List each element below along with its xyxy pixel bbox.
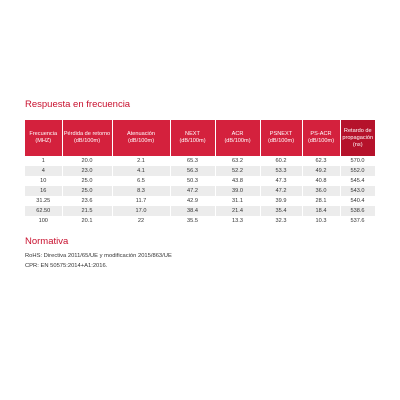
normativa-line: CPR: EN 50575:2014+A1:2016. — [25, 263, 108, 269]
header-text: (dB/100m) — [224, 138, 251, 144]
table-cell: 31.1 — [215, 196, 261, 206]
table-cell: 570.0 — [340, 156, 376, 166]
header-text: (dB/100m) — [73, 138, 101, 144]
table-body: 1 20.0 2.1 65.3 63.2 60.2 62.3 570.0 4 23.0 4.1 56.… — [25, 156, 376, 226]
table-cell: 538.6 — [340, 206, 376, 216]
header-text: (dB/100m) — [307, 138, 335, 144]
table-cell: 2.1 — [112, 156, 171, 166]
table-cell: 40.8 — [302, 176, 341, 186]
table-cell: 13.3 — [215, 216, 261, 226]
header-cell: NEXT (dB/100m) — [170, 120, 216, 156]
table-cell: 21.4 — [215, 206, 261, 216]
table-cell: 28.1 — [302, 196, 341, 206]
table-row: 31.25 23.6 11.7 42.9 31.1 39.9 28.1 540.4 — [25, 196, 376, 206]
header-cell: PSNEXT (dB/100m) — [260, 120, 303, 156]
header-cell: ACR (dB/100m) — [215, 120, 261, 156]
table-cell: 32.3 — [260, 216, 303, 226]
table-cell: 21.5 — [62, 206, 113, 216]
table-cell: 545.4 — [340, 176, 376, 186]
table-cell: 47.2 — [260, 186, 303, 196]
header-text: Retardo de — [343, 127, 372, 134]
table-cell: 38.4 — [170, 206, 216, 216]
header-text: Atenuación — [127, 131, 155, 137]
table-cell: 23.0 — [62, 166, 113, 176]
table-cell: 20.0 — [62, 156, 113, 166]
table-cell: 62.3 — [302, 156, 341, 166]
table-row: 4 23.0 4.1 56.3 52.2 53.3 49.2 552.0 — [25, 166, 376, 176]
header-text: (MHZ) — [35, 138, 52, 144]
table-cell: 537.6 — [340, 216, 376, 226]
section-title: Respuesta en frecuencia — [25, 99, 131, 110]
header-text: (dB/100m) — [267, 138, 295, 144]
table-cell: 10.3 — [302, 216, 341, 226]
header-cell: Pérdida de retorno (dB/100m) — [62, 120, 113, 156]
table-cell: 42.9 — [170, 196, 216, 206]
table-cell: 52.2 — [215, 166, 261, 176]
table-cell: 4.1 — [112, 166, 171, 176]
header-text: ACR — [231, 131, 244, 137]
table-cell: 11.7 — [112, 196, 171, 206]
header-cell: PS-ACR (dB/100m) — [302, 120, 341, 156]
table-row: 62.50 21.5 17.0 38.4 21.4 35.4 18.4 538.6 — [25, 206, 376, 216]
table-cell: 39.9 — [260, 196, 303, 206]
table-cell: 22 — [112, 216, 171, 226]
table-cell: 23.6 — [62, 196, 113, 206]
header-row: Frecuencia (MHZ) Pérdida de retorno (dB/100… — [25, 120, 375, 156]
table-cell: 65.3 — [170, 156, 216, 166]
table-cell: 18.4 — [302, 206, 341, 216]
table-cell: 552.0 — [340, 166, 376, 176]
table-row: 10 25.0 6.5 50.3 43.8 47.3 40.8 545.4 — [25, 176, 376, 186]
header-text: NEXT — [185, 131, 200, 137]
table-cell: 36.0 — [302, 186, 341, 196]
table-cell: 60.2 — [260, 156, 303, 166]
table-cell: 35.4 — [260, 206, 303, 216]
normativa-line: RoHS: Directiva 2011/65/UE y modificació… — [25, 253, 172, 259]
table-cell: 540.4 — [340, 196, 376, 206]
normativa-title: Normativa — [25, 236, 69, 247]
table-row: 100 20.1 22 35.5 13.3 32.3 10.3 537.6 — [25, 216, 376, 226]
table-cell: 31.25 — [25, 196, 63, 206]
table-cell: 20.1 — [62, 216, 113, 226]
table-cell: 543.0 — [340, 186, 376, 196]
table-cell: 43.8 — [215, 176, 261, 186]
header-text: PS-ACR — [310, 131, 332, 137]
table-cell: 35.5 — [170, 216, 216, 226]
table-cell: 4 — [25, 166, 63, 176]
header-text: PSNEXT — [269, 131, 293, 137]
header-text: (ns) — [352, 141, 363, 148]
table-cell: 47.3 — [260, 176, 303, 186]
table-row: 16 25.0 8.3 47.2 39.0 47.2 36.0 543.0 — [25, 186, 376, 196]
table-cell: 62.50 — [25, 206, 63, 216]
table-cell: 25.0 — [62, 186, 113, 196]
table-cell: 63.2 — [215, 156, 261, 166]
table-cell: 100 — [25, 216, 63, 226]
table-cell: 49.2 — [302, 166, 341, 176]
header-text: (dB/100m) — [179, 138, 206, 144]
table-cell: 17.0 — [112, 206, 171, 216]
table-cell: 8.3 — [112, 186, 171, 196]
header-text: propagación — [342, 134, 374, 141]
header-text: (dB/100m) — [127, 138, 155, 144]
header-cell: Atenuación (dB/100m) — [112, 120, 171, 156]
table-row: 1 20.0 2.1 65.3 63.2 60.2 62.3 570.0 — [25, 156, 376, 166]
header-cell: Retardo de propagación (ns) — [340, 120, 375, 156]
table-cell: 6.5 — [112, 176, 171, 186]
table-cell: 1 — [25, 156, 63, 166]
table-cell: 47.2 — [170, 186, 216, 196]
table-cell: 50.3 — [170, 176, 216, 186]
frequency-table: Frecuencia (MHZ) Pérdida de retorno (dB/100… — [25, 120, 376, 226]
table-cell: 25.0 — [62, 176, 113, 186]
header-text: Pérdida de retorno — [63, 131, 111, 137]
table-cell: 10 — [25, 176, 63, 186]
header-text: Frecuencia — [29, 131, 58, 137]
table-cell: 16 — [25, 186, 63, 196]
table-cell: 53.3 — [260, 166, 303, 176]
table-cell: 39.0 — [215, 186, 261, 196]
table-cell: 56.3 — [170, 166, 216, 176]
header-cell: Frecuencia (MHZ) — [25, 120, 63, 156]
